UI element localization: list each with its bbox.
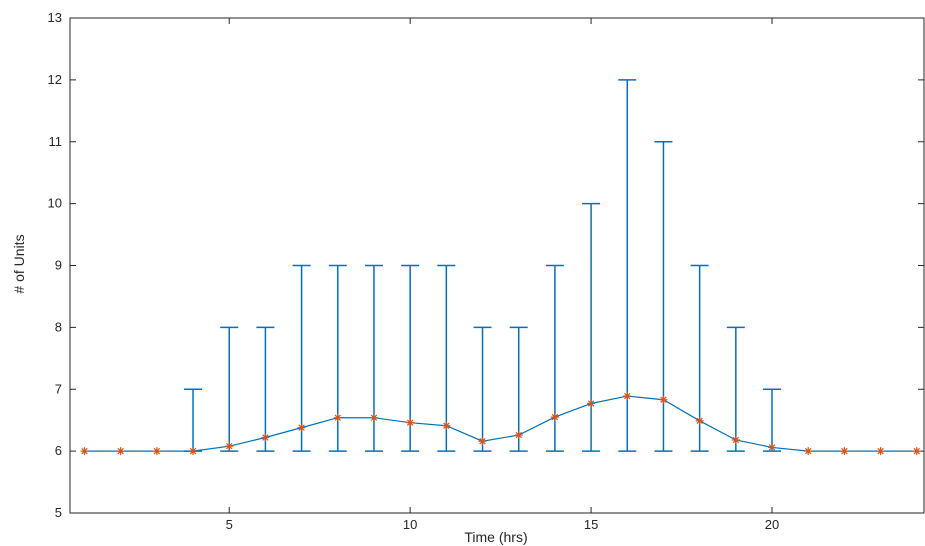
y-axis-ticks: 5 6 7 8 9 10 11 12 13: [48, 10, 924, 520]
y-axis-label: # of Units: [11, 234, 27, 293]
data-point-marker: [912, 447, 921, 456]
y-tick-label: 12: [48, 72, 62, 87]
marker-stroke: [624, 392, 631, 400]
x-tick-label: 5: [226, 517, 233, 532]
data-point-marker: [840, 447, 849, 456]
data-point-marker: [768, 443, 777, 452]
x-axis-label: Time (hrs): [464, 529, 527, 545]
marker-stroke: [262, 434, 269, 441]
mean-line: [84, 395, 917, 452]
error-bar: [582, 202, 601, 452]
marker-stroke: [370, 414, 378, 421]
data-point-marker: [587, 399, 596, 408]
data-point-marker: [478, 437, 487, 446]
y-tick-label: 13: [48, 10, 62, 25]
x-tick-label: 20: [765, 517, 779, 532]
error-bar: [618, 79, 637, 452]
error-bar: [473, 326, 492, 452]
marker-stroke: [732, 436, 740, 444]
marker-stroke: [189, 447, 197, 455]
data-point-marker: [369, 413, 378, 422]
data-point-marker: [406, 418, 415, 427]
marker-stroke: [515, 431, 522, 439]
data-point-marker: [731, 435, 740, 444]
data-point-marker: [297, 423, 306, 432]
data-point-marker: [804, 447, 813, 456]
y-tick-label: 5: [55, 505, 62, 520]
marker-stroke: [153, 447, 161, 455]
x-tick-label: 15: [584, 517, 598, 532]
data-point-marker: [152, 447, 161, 456]
marker-stroke: [81, 447, 88, 455]
data-point-marker: [550, 413, 559, 422]
y-tick-label: 10: [48, 196, 62, 211]
data-point-marker: [442, 421, 451, 430]
data-point-marker: [80, 447, 89, 456]
error-bar: [220, 326, 239, 452]
y-tick-label: 11: [49, 134, 63, 149]
marker-stroke: [587, 400, 595, 407]
y-tick-label: 9: [55, 258, 62, 273]
plot-frame: [69, 17, 925, 514]
marker-stroke: [768, 444, 776, 451]
x-tick-label: 10: [403, 517, 417, 532]
marker-stroke: [298, 424, 305, 431]
data-point-marker: [876, 447, 885, 456]
mean-series: [80, 392, 921, 456]
marker-stroke: [443, 422, 450, 429]
marker-stroke: [696, 417, 703, 425]
data-point-marker: [659, 395, 668, 404]
y-tick-label: 6: [55, 443, 62, 458]
plot-area: [69, 17, 925, 514]
x-axis-ticks: 5 10 15 20: [226, 18, 779, 532]
data-point-marker: [189, 447, 198, 456]
marker-stroke: [225, 442, 233, 450]
data-point-marker: [514, 431, 523, 440]
data-point-marker: [695, 416, 704, 425]
error-bar: [509, 326, 528, 452]
marker-stroke: [551, 413, 559, 421]
marker-stroke: [334, 414, 342, 421]
marker-stroke: [877, 447, 884, 455]
y-tick-label: 7: [55, 381, 62, 396]
data-point-marker: [116, 447, 125, 456]
error-bar: [437, 264, 456, 452]
data-point-marker: [225, 442, 234, 451]
data-point-marker: [333, 413, 342, 422]
marker-stroke: [117, 447, 124, 455]
error-bar: [292, 264, 311, 452]
data-point-marker: [261, 433, 270, 442]
data-point-marker: [623, 392, 632, 401]
y-tick-label: 8: [55, 319, 62, 334]
marker-stroke: [660, 396, 667, 403]
marker-stroke: [841, 447, 848, 455]
error-bar: [726, 326, 745, 452]
marker-stroke: [406, 419, 414, 426]
error-bar: [256, 326, 275, 452]
marker-stroke: [479, 438, 486, 445]
marker-stroke: [913, 447, 920, 455]
marker-stroke: [804, 447, 812, 455]
